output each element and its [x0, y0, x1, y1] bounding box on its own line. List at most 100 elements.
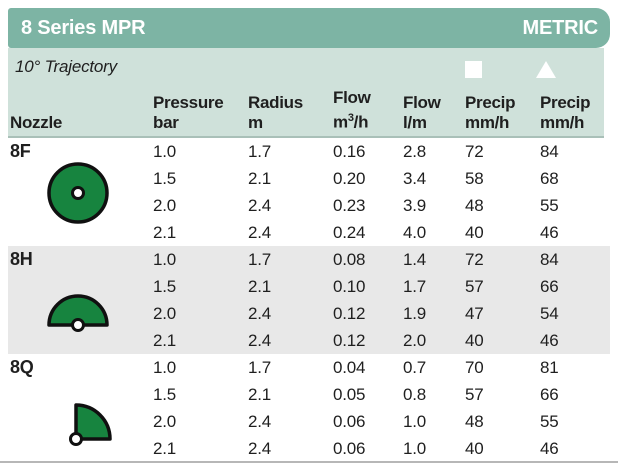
- table-cell: 2.1: [153, 331, 177, 350]
- table-cell: 1.0: [153, 250, 177, 269]
- table-cell: 2.1: [248, 277, 272, 296]
- table-cell: 1.9: [403, 304, 427, 323]
- table-cell: 48: [465, 412, 484, 431]
- table-cell: 2.0: [153, 304, 177, 323]
- table-cell: 72: [465, 250, 484, 269]
- table-cell: 1.5: [153, 277, 177, 296]
- table-cell: 0.23: [333, 196, 366, 215]
- column-header-radius: Radius m: [248, 93, 303, 132]
- table-cell: 2.4: [248, 304, 272, 323]
- nozzle-code: 8F: [10, 141, 31, 161]
- table-cell: 70: [465, 358, 484, 377]
- triangle-precip-icon: [536, 61, 556, 78]
- series-title: 8 Series MPR: [21, 16, 146, 39]
- table-cell: 47: [465, 304, 484, 323]
- nozzle-cell: 8Q: [8, 354, 150, 462]
- table-cell: 0.06: [333, 412, 366, 431]
- table-cell: 66: [540, 385, 559, 404]
- table-cell: 2.4: [248, 331, 272, 350]
- table-cell: 40: [465, 439, 484, 458]
- table-cell: 84: [540, 250, 559, 269]
- table-cell: 55: [540, 196, 559, 215]
- column-header-nozzle: Nozzle: [10, 113, 63, 132]
- table-cell: 1.5: [153, 385, 177, 404]
- table-cell: 2.1: [248, 385, 272, 404]
- table-cell: 2.0: [153, 196, 177, 215]
- table-cell: 3.9: [403, 196, 427, 215]
- table-cell: 0.8: [403, 385, 427, 404]
- units-badge: METRIC: [522, 16, 599, 39]
- table-cell: 4.0: [403, 223, 427, 242]
- table-cell: 3.4: [403, 169, 427, 188]
- table-cell: 2.1: [153, 439, 177, 458]
- table-cell: 1.5: [153, 169, 177, 188]
- square-precip-icon: [465, 61, 482, 78]
- table-cell: 1.0: [403, 412, 427, 431]
- table-cell: 0.10: [333, 277, 366, 296]
- table-cell: 1.0: [153, 358, 177, 377]
- full-circle-pattern-icon: [47, 162, 109, 224]
- table-cell: 0.20: [333, 169, 366, 188]
- table-body: 8F 1.0 1.7 0.16 2.8 72 84 1.5 2.1 0.20 3…: [8, 138, 610, 462]
- table-cell: 0.04: [333, 358, 366, 377]
- table-cell: 2.0: [153, 412, 177, 431]
- table-cell: 68: [540, 169, 559, 188]
- table-cell: 2.4: [248, 223, 272, 242]
- quarter-circle-pattern-icon: [69, 403, 112, 446]
- nozzle-section-8q: 8Q 1.0 1.7 0.04 0.7 70 81 1.5 2.1 0.05 0…: [8, 354, 610, 462]
- table-cell: 72: [465, 142, 484, 161]
- series-header-bar: 8 Series MPR METRIC: [8, 8, 610, 48]
- table-cell: 0.08: [333, 250, 366, 269]
- table-cell: 2.1: [153, 223, 177, 242]
- table-header: 10° Trajectory Nozzle Pressure bar Radiu…: [8, 48, 604, 138]
- table-cell: 0.06: [333, 439, 366, 458]
- column-header-precip-triangle: Precip mm/h: [540, 93, 591, 132]
- table-cell: 66: [540, 277, 559, 296]
- table-cell: 2.0: [403, 331, 427, 350]
- table-cell: 2.1: [248, 169, 272, 188]
- table-cell: 1.7: [248, 358, 272, 377]
- table-cell: 2.4: [248, 196, 272, 215]
- table-cell: 48: [465, 196, 484, 215]
- nozzle-code: 8Q: [10, 357, 34, 377]
- table-cell: 46: [540, 439, 559, 458]
- table-cell: 55: [540, 412, 559, 431]
- nozzle-cell: 8F: [8, 138, 150, 246]
- table-cell: 2.4: [248, 412, 272, 431]
- table-cell: 57: [465, 385, 484, 404]
- column-header-row: Nozzle Pressure bar Radius m Flow m3/h F…: [8, 88, 604, 133]
- table-cell: 46: [540, 223, 559, 242]
- table-cell: 1.7: [248, 142, 272, 161]
- column-header-flow-liters: Flow l/m: [403, 93, 441, 132]
- table-cell: 1.7: [248, 250, 272, 269]
- table-cell: 0.12: [333, 304, 366, 323]
- bottom-rule: [0, 461, 618, 463]
- column-header-flow-volume: Flow m3/h: [333, 88, 371, 132]
- half-circle-pattern-icon: [47, 294, 109, 332]
- table-cell: 1.0: [403, 439, 427, 458]
- table-cell: 0.7: [403, 358, 427, 377]
- table-cell: 58: [465, 169, 484, 188]
- table-cell: 54: [540, 304, 559, 323]
- table-cell: 81: [540, 358, 559, 377]
- table-cell: 1.4: [403, 250, 427, 269]
- table-cell: 46: [540, 331, 559, 350]
- trajectory-label: 10° Trajectory: [15, 57, 117, 76]
- table-cell: 2.8: [403, 142, 427, 161]
- table-cell: 1.0: [153, 142, 177, 161]
- table-cell: 2.4: [248, 439, 272, 458]
- table-cell: 40: [465, 223, 484, 242]
- nozzle-section-8f: 8F 1.0 1.7 0.16 2.8 72 84 1.5 2.1 0.20 3…: [8, 138, 610, 246]
- table-cell: 0.24: [333, 223, 366, 242]
- nozzle-cell: 8H: [8, 246, 150, 354]
- table-cell: 40: [465, 331, 484, 350]
- table-cell: 84: [540, 142, 559, 161]
- table-cell: 0.16: [333, 142, 366, 161]
- column-header-precip-square: Precip mm/h: [465, 93, 516, 132]
- table-cell: 0.05: [333, 385, 366, 404]
- table-cell: 57: [465, 277, 484, 296]
- column-header-pressure: Pressure bar: [153, 93, 224, 132]
- table-cell: 0.12: [333, 331, 366, 350]
- nozzle-code: 8H: [10, 249, 33, 269]
